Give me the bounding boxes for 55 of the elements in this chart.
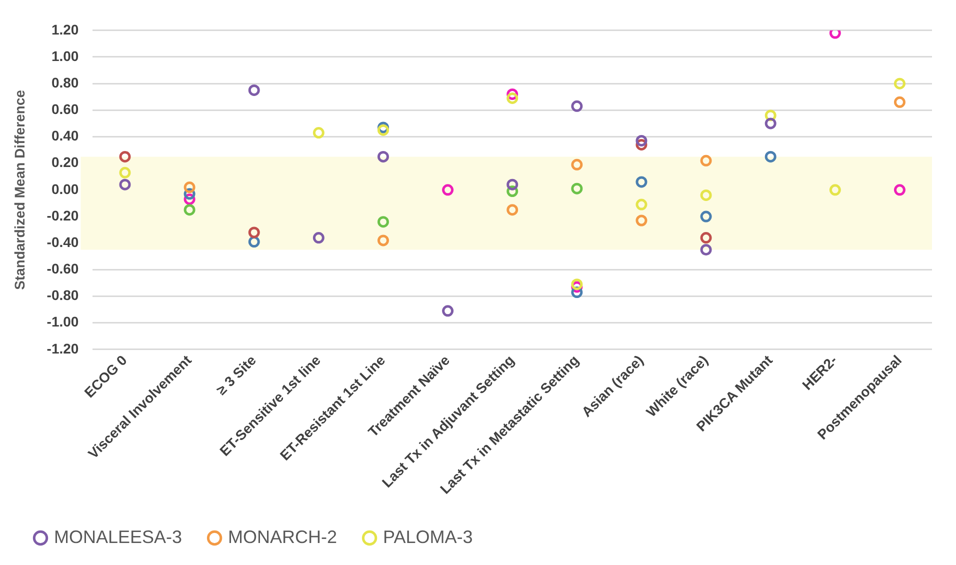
y-tick-label: 1.00 <box>51 48 79 64</box>
y-tick-label: 0.60 <box>51 101 79 118</box>
point <box>700 154 712 166</box>
legend-label: MONALEESA-3 <box>54 526 182 547</box>
point <box>119 150 131 162</box>
point <box>248 84 260 96</box>
legend-label: PALOMA-3 <box>383 526 473 547</box>
point <box>894 78 906 90</box>
y-axis-title: Standardized Mean Difference <box>11 90 28 290</box>
point <box>894 184 906 196</box>
point <box>829 184 841 196</box>
y-tick-label: -0.20 <box>46 207 79 224</box>
point <box>184 182 196 194</box>
y-tick-label: 0.00 <box>51 180 79 197</box>
point <box>636 176 648 188</box>
point <box>764 118 776 130</box>
point <box>119 178 131 190</box>
y-tick-label: -0.80 <box>46 287 79 304</box>
y-tick-label: -1.20 <box>46 340 79 356</box>
point <box>571 100 583 112</box>
point <box>700 210 712 222</box>
y-tick-label: -1.00 <box>46 314 79 330</box>
y-tick-label: -0.40 <box>46 234 79 250</box>
point <box>184 204 196 216</box>
point <box>894 96 906 108</box>
point <box>636 198 648 210</box>
point <box>571 158 583 170</box>
point <box>506 92 518 104</box>
point <box>442 184 454 196</box>
point <box>312 232 324 244</box>
point <box>312 127 324 139</box>
point <box>442 305 454 317</box>
y-tick-label: 0.80 <box>51 74 79 90</box>
point <box>506 178 518 190</box>
y-tick-label: 0.40 <box>51 128 79 144</box>
point <box>700 189 712 201</box>
point <box>248 226 260 238</box>
point <box>377 150 389 162</box>
point <box>377 234 389 246</box>
x-tick-label: ≥ 3 Site <box>213 352 260 398</box>
point <box>700 232 712 244</box>
point <box>571 278 583 290</box>
y-tick-label: -0.60 <box>46 260 79 277</box>
y-tick-label: 0.20 <box>51 154 79 170</box>
point <box>764 150 776 162</box>
point <box>636 134 648 146</box>
point <box>377 216 389 228</box>
y-tick-label: 1.20 <box>51 21 79 38</box>
point <box>636 214 648 226</box>
point <box>377 124 389 136</box>
point <box>571 182 583 194</box>
point <box>119 166 131 178</box>
point <box>506 204 518 216</box>
legend-label: MONARCH-2 <box>228 526 338 547</box>
point <box>700 244 712 256</box>
